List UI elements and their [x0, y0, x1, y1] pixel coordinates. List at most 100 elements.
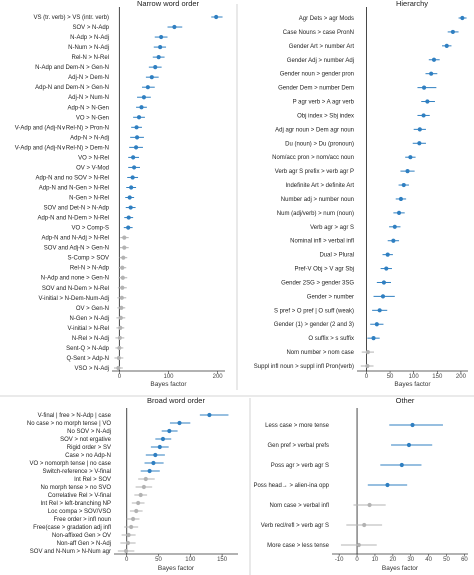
panel-1-point	[126, 215, 131, 220]
panel-3-row-label: Free(case > gradation adj infl	[33, 525, 111, 531]
panel-3-point	[126, 532, 131, 538]
panel-2-point	[365, 349, 370, 355]
panel-2-row-label: Gender 2SG > gender 3SG	[281, 280, 354, 286]
panel-1-point	[158, 44, 163, 50]
panel-1-row-label: Adp-N and N-Adj > N-Rel	[41, 236, 109, 242]
panel-3-point	[207, 412, 212, 418]
panel-2-point	[405, 169, 410, 174]
panel-2-row-label: Gender Art > number Art	[289, 44, 355, 50]
panel-1-row-label: N-Adp and Dem-N > Gen-N	[35, 65, 109, 71]
panel-1-row-label: Adj-N > Num-N	[68, 95, 109, 101]
panel-2-row-label: O suffix > s suffix	[308, 336, 354, 342]
panel-2-point	[421, 113, 426, 118]
panel-1-x-axis-label: Bayes factor	[150, 381, 187, 388]
panel-1-x-tick-label: 0	[118, 374, 122, 380]
panel-2-point	[431, 57, 437, 62]
panel-3-x-tick-label: 150	[217, 557, 228, 563]
panel-2-row-label: Gender (1) > gender (2 and 3)	[274, 322, 354, 328]
panel-1-row-label: OV > V-Mod	[76, 165, 109, 171]
panel-1-row-label: N-Adp and none > Gen-N	[41, 276, 109, 282]
panel-1-point	[117, 345, 122, 351]
panel-1-row-label: V-Adp and (Adj-N∨Rel-N) > Pron-N	[15, 125, 109, 131]
panel-2-x-tick-label: 100	[409, 374, 420, 380]
panel-1-row-label: N-Num > N-Adj	[68, 45, 109, 51]
panel-2-row-label: Gender noun > gender pron	[280, 72, 354, 78]
panel-2-row-label: Obj index > Sbj index	[297, 113, 354, 119]
panel-3-row-label: SOV > not ergative	[60, 437, 112, 443]
panel-1-row-label: SOV and Det-N > N-Adp	[43, 206, 109, 212]
panel-2-point	[381, 280, 387, 285]
panel-4-row-label: Poss agr > verb agr S	[271, 463, 329, 469]
panel-1-row-label: Adj-N > Dem-N	[68, 75, 109, 81]
panel-1-point	[156, 55, 161, 60]
panel-3-row-label: Correlative Rel > V-final	[48, 493, 111, 499]
panel-1-row-label: VO > N-Rel	[78, 155, 109, 161]
panel-4-point	[399, 462, 404, 468]
panel-1-point	[132, 165, 137, 170]
panel-2-point	[380, 294, 386, 299]
panel-1-point	[116, 355, 121, 361]
panel-3-point	[177, 420, 182, 426]
panel-3-point	[123, 548, 129, 554]
panel-2-row-label: Verb agr S prefix > verb agr P	[275, 169, 354, 175]
panel-1-x-tick-label: 200	[213, 374, 224, 380]
panel-1-point	[141, 95, 147, 100]
panel-1-row-label: SOV > N-Adp	[72, 25, 109, 31]
panel-3-point	[125, 540, 131, 546]
panel-3-point	[130, 516, 136, 522]
panel-1-point	[134, 125, 139, 130]
panel-2-row-label: Gender > number	[307, 294, 354, 300]
panel-2-point	[425, 99, 430, 104]
panel-4-point	[367, 502, 372, 508]
panel-1-row-label: SOV and Adj-N > Gen-N	[44, 246, 109, 252]
panel-4-x-tick-label: 10	[372, 557, 379, 563]
panel-4-x-tick-label: 20	[389, 557, 396, 563]
panel-4-x-axis-label: Bayes factor	[382, 565, 419, 572]
panel-2-row-label: Num (adj/verb) > num (noun)	[277, 211, 354, 217]
panel-2-point	[417, 141, 422, 146]
panel-1-row-label: Adp-N and N-Gen > N-Rel	[39, 185, 109, 191]
panel-1-row-label: N-Rel > N-Adj	[72, 336, 109, 342]
panel-3-point	[141, 484, 146, 490]
panel-3-row-label: Non-affixed Gen > OV	[52, 533, 111, 539]
panel-3-row-label: V-final | free > N-Adp | case	[38, 413, 112, 419]
panel-2-point	[396, 210, 402, 215]
panel-2-x-tick-label: 200	[456, 374, 467, 380]
panel-1-x-tick-label: 100	[163, 374, 174, 380]
panel-2-point	[385, 252, 390, 257]
panel-1-point	[119, 305, 124, 310]
panel-1-point	[126, 225, 131, 230]
panel-1-point	[120, 265, 125, 270]
panel-4-x-tick-label: 0	[355, 557, 359, 563]
panel-4-row-label: Verb recl/refl > verb agr S	[261, 523, 329, 529]
panel-3-row-label: No case > no morph tense | VO	[27, 421, 111, 427]
panel-1-row-label: V-Adp and (Adj-N∨Rel-N) > Dem-N	[15, 145, 109, 151]
panel-4-row-label: Nom case > verbal infl	[269, 503, 329, 509]
panel-1-point	[120, 285, 125, 290]
panel-1-row-label: Adp-N > N-Gen	[67, 105, 109, 111]
panel-3-row-label: Loc compa > SOV/VSO	[48, 509, 112, 515]
panel-4-point	[385, 482, 390, 488]
panel-1-point	[120, 275, 125, 280]
panel-2-x-tick-label: 50	[387, 374, 394, 380]
panel-2-x-axis-label: Bayes factor	[394, 381, 431, 388]
panel-4-row-label: More case > less tense	[267, 543, 330, 549]
panel-1-point	[133, 145, 139, 150]
panel-1-point	[129, 185, 134, 190]
panel-1-point	[159, 34, 164, 40]
panel-4-x-tick-label: -10	[335, 557, 344, 563]
panel-1-row-label: N-Adp > N-Adj	[70, 35, 109, 41]
panel-2-point	[371, 336, 376, 341]
panel-2-point	[421, 85, 427, 90]
panel-2-row-label: Adj agr noun > Dem agr noun	[275, 127, 354, 133]
panel-1-row-label: Sent-Q > N-Adp	[66, 346, 110, 352]
panel-4-point	[406, 442, 412, 448]
panel-2-point	[444, 43, 449, 48]
panel-2-point	[384, 266, 389, 271]
panel-3-point	[151, 460, 156, 466]
panel-1-row-label: Rel-N > N-Adp	[70, 266, 110, 272]
panel-4-x-tick-label: 60	[461, 557, 468, 563]
panel-2-row-label: Agr Dets > agr Mods	[299, 16, 354, 22]
panel-3-row-label: VO > nomorph tense | no case	[30, 461, 112, 467]
